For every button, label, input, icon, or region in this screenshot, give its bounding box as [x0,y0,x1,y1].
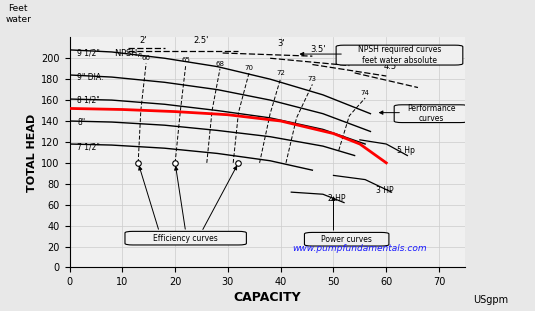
Y-axis label: TOTAL HEAD: TOTAL HEAD [27,113,37,192]
Text: NPSH required curves
feet water absolute: NPSH required curves feet water absolute [358,45,441,65]
Text: 3.5': 3.5' [310,45,325,54]
Text: 2 HP: 2 HP [328,194,346,203]
Text: Performance
curves: Performance curves [407,104,455,123]
Text: 5 Hp: 5 Hp [397,146,415,155]
Text: 4.5': 4.5' [384,62,399,71]
Text: Efficiency curves: Efficiency curves [154,234,218,243]
Text: 3 HP: 3 HP [376,186,393,195]
Text: NPSH$_R$: NPSH$_R$ [114,48,143,60]
Text: www.pumpfundamentals.com: www.pumpfundamentals.com [293,244,427,253]
Text: 70: 70 [244,65,254,71]
Text: 72: 72 [276,70,285,76]
Text: 9 1/2": 9 1/2" [78,49,101,58]
Text: 65: 65 [181,58,190,63]
FancyBboxPatch shape [394,105,468,123]
Text: 60: 60 [142,55,150,61]
FancyBboxPatch shape [304,232,389,246]
Text: Feet
water: Feet water [5,4,31,24]
Text: 68: 68 [216,61,225,67]
Text: USgpm: USgpm [473,295,508,305]
Text: 8": 8" [78,118,86,127]
Text: 2.5': 2.5' [194,36,209,45]
Text: 7 1/2": 7 1/2" [78,143,101,152]
Text: 73: 73 [308,76,317,82]
Text: 4': 4' [351,52,358,61]
FancyBboxPatch shape [336,45,463,65]
Text: 74: 74 [361,90,370,96]
Text: Power curves: Power curves [321,235,372,244]
Text: 9" DIA.: 9" DIA. [78,72,104,81]
Text: 2': 2' [140,36,147,45]
Text: 8 1/2": 8 1/2" [78,95,100,104]
Text: 3': 3' [277,39,285,48]
X-axis label: CAPACITY: CAPACITY [234,291,301,304]
FancyBboxPatch shape [125,231,247,245]
